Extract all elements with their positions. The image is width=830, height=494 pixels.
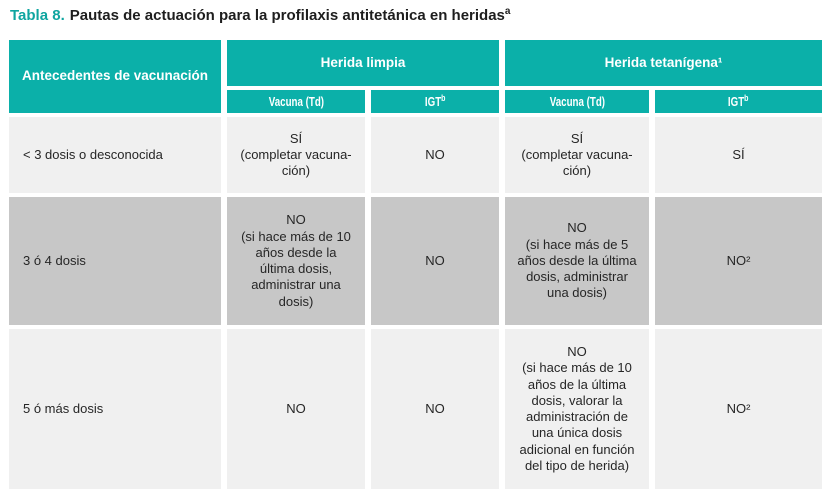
subheader-igt-limpia: IGTb bbox=[371, 90, 499, 113]
caption-superscript: a bbox=[504, 6, 511, 17]
profilaxis-table: Antecedentes de vacunación Herida limpia… bbox=[9, 40, 822, 489]
cell-limpia-igt: NO bbox=[371, 117, 499, 193]
subheader-vacuna-td-limpia: Vacuna (Td) bbox=[227, 90, 365, 113]
cell-tetanigena-vacuna: SÍ (completar vacuna- ción) bbox=[505, 117, 649, 193]
subheader-superscript: b bbox=[440, 92, 446, 103]
subheader-igt-tetanigena: IGTb bbox=[655, 90, 822, 113]
cell-tetanigena-vacuna: NO (si hace más de 5 años desde la últim… bbox=[505, 197, 649, 325]
row-antecedentes: 5 ó más dosis bbox=[9, 329, 221, 489]
row-antecedentes: 3 ó 4 dosis bbox=[9, 197, 221, 325]
cell-limpia-vacuna: NO (si hace más de 10 años desde la últi… bbox=[227, 197, 365, 325]
cell-limpia-igt: NO bbox=[371, 197, 499, 325]
caption-label: Tabla 8. bbox=[10, 7, 65, 24]
subheader-label: Vacuna (Td) bbox=[268, 94, 324, 109]
subheader-label: Vacuna (Td) bbox=[549, 94, 605, 109]
cell-limpia-igt: NO bbox=[371, 329, 499, 489]
cell-tetanigena-igt: NO² bbox=[655, 197, 822, 325]
cell-limpia-vacuna: SÍ (completar vacuna- ción) bbox=[227, 117, 365, 193]
table-caption: Tabla 8. Pautas de actuación para la prof… bbox=[10, 6, 510, 24]
cell-tetanigena-vacuna: NO (si hace más de 10 años de la última … bbox=[505, 329, 649, 489]
cell-limpia-vacuna: NO bbox=[227, 329, 365, 489]
row-antecedentes: < 3 dosis o desconocida bbox=[9, 117, 221, 193]
cell-tetanigena-igt: SÍ bbox=[655, 117, 822, 193]
subheader-label: IGT bbox=[424, 94, 441, 109]
header-herida-limpia: Herida limpia bbox=[227, 40, 499, 86]
header-herida-tetanigena: Herida tetanígena¹ bbox=[505, 40, 822, 86]
header-antecedentes-vacunacion: Antecedentes de vacunación bbox=[9, 40, 221, 113]
cell-tetanigena-igt: NO² bbox=[655, 329, 822, 489]
subheader-superscript: b bbox=[744, 92, 749, 103]
subheader-label: IGT bbox=[728, 94, 745, 109]
caption-text: Pautas de actuación para la profilaxis a… bbox=[69, 7, 505, 24]
subheader-vacuna-td-tetanigena: Vacuna (Td) bbox=[505, 90, 649, 113]
